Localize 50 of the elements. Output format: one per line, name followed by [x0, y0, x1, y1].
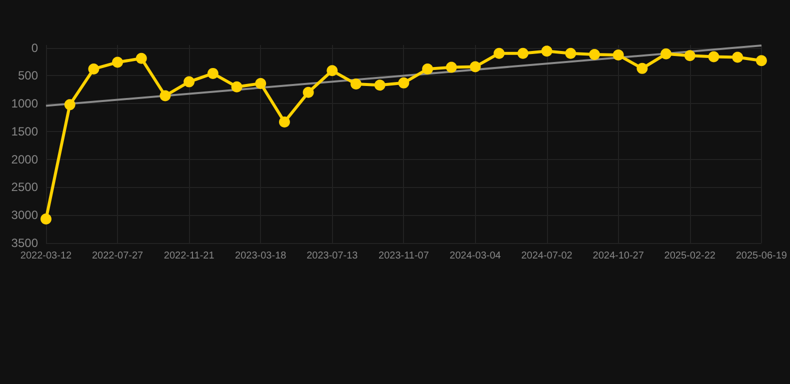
x-tick-label: 2024-07-02 [521, 250, 573, 262]
y-tick-label: 500 [18, 68, 38, 83]
point [278, 116, 290, 128]
x-tick-label: 2022-11-21 [164, 250, 215, 262]
x-tick-label: 2024-03-04 [450, 250, 502, 262]
x-tick-label: 2022-07-27 [92, 250, 144, 262]
point [708, 51, 720, 62]
point [422, 63, 434, 74]
x-tick-label: 2023-07-13 [306, 250, 358, 262]
x-tick-label: 2025-02-22 [664, 250, 716, 262]
point [636, 62, 648, 74]
point [302, 86, 314, 98]
point [64, 99, 76, 110]
point [612, 50, 624, 61]
y-tick-label: 1500 [11, 124, 38, 138]
y-tick-label: 3500 [11, 236, 38, 250]
point [756, 55, 767, 66]
point [231, 81, 242, 92]
point [184, 76, 195, 88]
point [40, 214, 52, 225]
point [112, 56, 124, 68]
y-tick-label: 3000 [11, 208, 38, 222]
x-tick-label: 2022-03-12 [20, 250, 72, 262]
point [136, 52, 147, 64]
point [350, 78, 362, 90]
point [589, 48, 600, 60]
point [684, 50, 696, 62]
point [160, 90, 171, 102]
point [374, 80, 386, 91]
point [326, 65, 338, 76]
point [541, 46, 552, 57]
point [494, 48, 505, 59]
point [88, 63, 100, 74]
y-tick-label: 0 [31, 40, 38, 55]
y-tick-label: 2000 [11, 152, 38, 166]
point [398, 77, 410, 88]
x-tick-label: 2023-11-07 [378, 250, 430, 262]
point [517, 48, 528, 59]
point [732, 52, 744, 63]
point [470, 61, 481, 72]
point [255, 78, 266, 89]
point [207, 68, 218, 79]
point [565, 48, 576, 59]
point [446, 62, 457, 73]
y-tick-label: 1000 [11, 96, 38, 111]
x-tick-label: 2025-06-19 [736, 250, 788, 262]
x-tick-label: 2023-03-18 [235, 250, 287, 262]
point [660, 48, 672, 60]
y-tick-label: 2500 [11, 180, 38, 194]
x-tick-label: 2024-10-27 [592, 250, 644, 262]
